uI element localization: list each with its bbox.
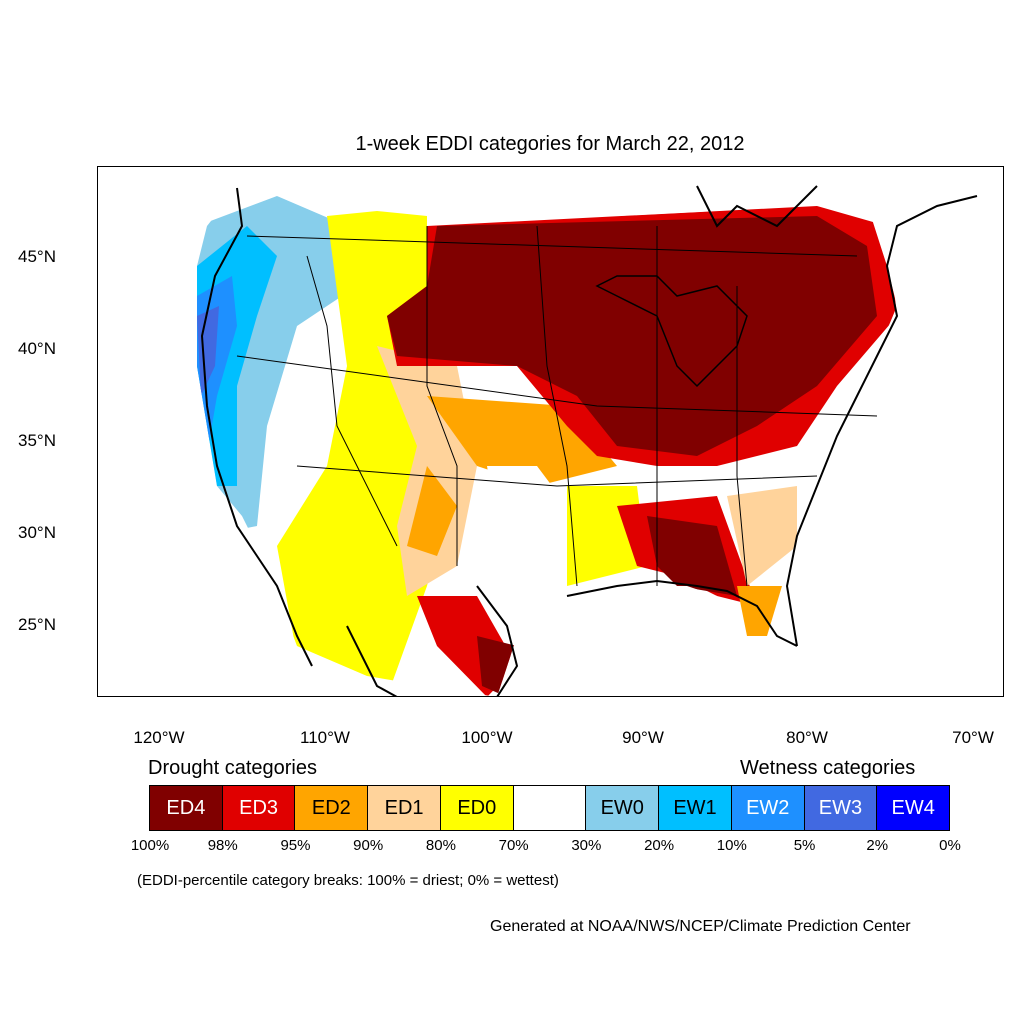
lat-label-45n: 45°N <box>18 247 56 266</box>
legend-cell-neutral <box>512 785 587 831</box>
percentile-break-label: 10% <box>716 837 747 854</box>
percentile-break-label: 98% <box>207 837 238 854</box>
lat-label-30n: 30°N <box>18 523 56 542</box>
map-title: 1-week EDDI categories for March 22, 201… <box>355 133 745 155</box>
legend-cell-ed3: ED3 <box>221 785 296 831</box>
lon-label-90w: 90°W <box>622 728 664 747</box>
breaks-note: (EDDI-percentile category breaks: 100% =… <box>137 872 559 889</box>
legend-cell-ed1: ED1 <box>367 785 441 831</box>
credit-line: Generated at NOAA/NWS/NCEP/Climate Predi… <box>490 918 911 935</box>
legend-cell-ew3: EW3 <box>803 785 878 831</box>
region-ew3-west <box>197 306 219 396</box>
percentile-break-label: 70% <box>498 837 529 854</box>
map-border <box>97 166 1004 697</box>
lon-label-70w: 70°W <box>952 728 994 747</box>
percentile-break-label: 5% <box>793 837 816 854</box>
coastlines <box>200 185 978 697</box>
percentile-break-label: 20% <box>644 837 675 854</box>
percentile-break-label: 90% <box>353 837 384 854</box>
legend-cell-ew1: EW1 <box>658 785 732 831</box>
percentile-break-label: 30% <box>571 837 602 854</box>
lon-label-120w: 120°W <box>133 728 185 747</box>
lon-label-110w: 110°W <box>300 728 350 747</box>
legend-cell-ed4: ED4 <box>149 785 223 831</box>
lon-label-80w: 80°W <box>786 728 828 747</box>
legend-cell-ed2: ED2 <box>294 785 369 831</box>
legend-cell-ew0: EW0 <box>585 785 660 831</box>
percentile-break-label: 80% <box>425 837 456 854</box>
lat-label-25n: 25°N <box>18 615 56 634</box>
percentile-break-label: 95% <box>280 837 311 854</box>
eddi-field <box>197 178 897 697</box>
lat-label-35n: 35°N <box>18 431 56 450</box>
legend-cell-ew4: EW4 <box>876 785 951 831</box>
percentile-break-label: 0% <box>939 837 961 854</box>
lat-label-40n: 40°N <box>18 339 56 358</box>
legend-cell-ew2: EW2 <box>730 785 805 831</box>
state-boundaries <box>236 225 878 587</box>
percentile-break-label: 100% <box>130 837 170 854</box>
map-panel <box>97 166 1004 697</box>
wetness-categories-heading: Wetness categories <box>740 757 916 779</box>
legend-cell-ed0: ED0 <box>439 785 514 831</box>
lon-label-100w: 100°W <box>461 728 513 747</box>
region-ed4-southeast <box>647 516 737 596</box>
region-ed2-newmexico <box>407 466 457 556</box>
percentile-break-label: 2% <box>866 837 889 854</box>
drought-categories-heading: Drought categories <box>148 757 317 779</box>
category-legend: ED4 ED3 ED2 ED1 ED0 EW0 EW1 EW2 EW3 EW4 <box>149 785 951 831</box>
eddi-map <box>97 166 1004 697</box>
region-ed4-north <box>387 216 877 456</box>
region-neutral-texas <box>487 466 567 546</box>
